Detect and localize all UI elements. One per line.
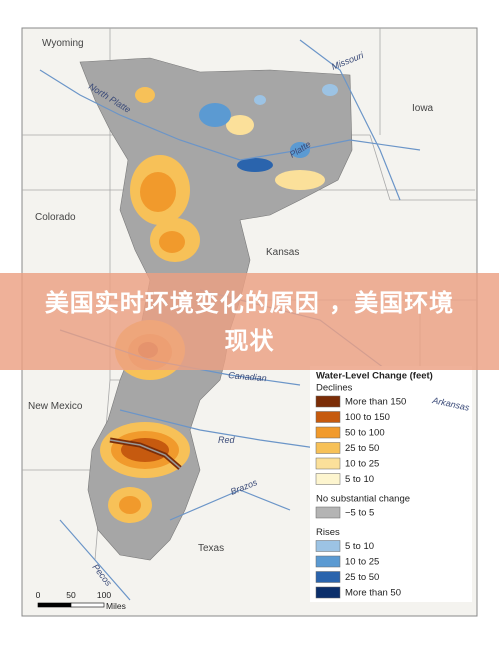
legend-label: 25 to 50: [345, 443, 379, 454]
scale-tick-label: 0: [36, 590, 41, 600]
legend-group: Rises: [316, 527, 340, 538]
banner: 美国实时环境变化的原因 ，美国环境现状: [0, 273, 499, 370]
legend-label: More than 150: [345, 397, 406, 408]
legend-swatch: [315, 571, 341, 583]
scale-segment: [37, 602, 72, 608]
legend-label: 25 to 50: [345, 572, 379, 583]
scale-tick-label: 100: [97, 590, 111, 600]
legend-title: Water-Level Change (feet): [316, 371, 433, 382]
scale-unit: Miles: [106, 601, 126, 611]
legend-swatch: [315, 457, 341, 470]
legend-swatch: [315, 555, 341, 568]
legend-label: −5 to 5: [345, 508, 374, 519]
state-label: Kansas: [266, 247, 299, 258]
legend-label: 5 to 10: [345, 541, 374, 552]
scale-segment: [70, 602, 105, 608]
legend-swatch: [315, 586, 341, 599]
legend-group: No substantial change: [316, 494, 410, 505]
legend-label: 50 to 100: [345, 428, 385, 439]
legend-swatch: [315, 473, 341, 485]
legend-label: 10 to 25: [345, 557, 379, 568]
river-label: Red: [218, 435, 236, 445]
state-label: Iowa: [412, 103, 434, 114]
state-label: New Mexico: [28, 401, 83, 412]
banner-title: 美国实时环境变化的原因 ，美国环境现状: [44, 288, 455, 355]
legend: Water-Level Change (feet)Declines More th…: [315, 371, 433, 599]
legend-swatch: [315, 395, 341, 408]
state-label: Wyoming: [42, 38, 84, 49]
legend-swatch: [315, 442, 341, 454]
legend-label: More than 50: [345, 588, 401, 599]
legend-group: Declines: [316, 383, 353, 394]
legend-swatch: [315, 426, 341, 439]
legend-label: 100 to 150: [345, 412, 390, 423]
legend-swatch: [315, 540, 341, 552]
rise-areas: [199, 84, 338, 172]
legend-swatch: [315, 506, 341, 519]
state-label: Colorado: [35, 212, 76, 223]
state-label: Texas: [198, 543, 224, 554]
river-label: Canadian: [228, 370, 267, 383]
legend-label: 10 to 25: [345, 459, 379, 470]
legend-label: 5 to 10: [345, 474, 374, 485]
legend-swatch: [315, 411, 341, 423]
scale-tick-label: 50: [66, 590, 76, 600]
